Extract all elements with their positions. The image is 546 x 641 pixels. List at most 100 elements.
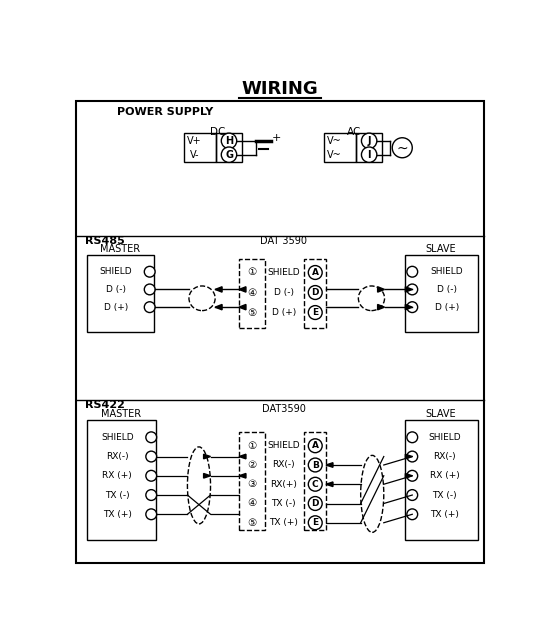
Text: DC: DC [210,126,225,137]
Circle shape [144,284,155,295]
Circle shape [308,286,322,299]
Text: D (+): D (+) [271,308,296,317]
Text: RS485: RS485 [85,236,125,246]
Circle shape [146,490,157,501]
Text: TX (-): TX (-) [432,490,457,499]
Circle shape [308,439,322,453]
Polygon shape [239,287,246,292]
Circle shape [407,451,418,462]
Circle shape [144,267,155,277]
Text: A: A [312,441,319,450]
Text: V+: V+ [187,136,201,146]
Circle shape [221,133,237,149]
Text: RX (+): RX (+) [103,471,132,480]
Polygon shape [204,474,211,478]
Polygon shape [405,454,412,459]
Polygon shape [204,454,211,459]
Polygon shape [405,474,412,478]
Circle shape [407,302,418,313]
Text: D (+): D (+) [435,303,459,312]
Text: DAT3590: DAT3590 [262,404,306,414]
Text: RX (+): RX (+) [430,471,460,480]
Bar [356,133,382,162]
Text: RX(-): RX(-) [272,460,295,469]
Circle shape [144,302,155,313]
Text: I: I [367,150,371,160]
Text: ②: ② [247,460,257,470]
Text: MASTER: MASTER [100,244,140,254]
Text: H: H [225,136,233,146]
Bar [216,133,242,162]
Circle shape [146,470,157,481]
Polygon shape [405,304,412,310]
Circle shape [407,267,418,277]
Bar [239,258,265,328]
Text: POWER SUPPLY: POWER SUPPLY [117,107,213,117]
Circle shape [361,147,377,162]
Text: C: C [312,479,318,488]
Text: SHIELD: SHIELD [268,441,300,450]
Circle shape [308,306,322,319]
Polygon shape [405,287,412,292]
Text: DAT 3590: DAT 3590 [260,236,307,246]
Circle shape [361,133,377,149]
Text: B: B [312,460,319,469]
Circle shape [308,516,322,529]
Text: MASTER: MASTER [101,409,141,419]
Text: ~: ~ [396,142,408,156]
Text: TX (+): TX (+) [103,510,132,519]
Text: J: J [367,136,371,146]
Text: D (+): D (+) [104,303,128,312]
Polygon shape [239,304,246,310]
Bar [405,254,478,332]
Text: ④: ④ [247,499,257,508]
Text: RX(-): RX(-) [434,452,456,461]
Polygon shape [378,304,384,310]
Text: E: E [312,308,318,317]
Text: TX (+): TX (+) [269,519,298,528]
Text: SHIELD: SHIELD [99,267,132,276]
Polygon shape [378,287,384,292]
Circle shape [308,497,322,510]
Polygon shape [326,482,333,487]
Text: SHIELD: SHIELD [431,267,463,276]
Bar [183,133,216,162]
Text: ④: ④ [247,288,257,297]
Text: ①: ① [247,267,257,278]
Text: WIRING: WIRING [241,80,318,98]
Bar [405,420,478,540]
Text: SLAVE: SLAVE [425,409,456,419]
Bar [324,133,356,162]
Text: D: D [312,499,319,508]
Polygon shape [239,454,246,459]
Circle shape [392,138,412,158]
Bar [87,254,155,332]
Text: SHIELD: SHIELD [428,433,461,442]
Circle shape [221,147,237,162]
Polygon shape [326,463,333,467]
Text: SLAVE: SLAVE [425,244,456,254]
Bar [239,432,265,531]
Text: V~: V~ [327,136,342,146]
Text: AC: AC [347,126,361,137]
Circle shape [407,470,418,481]
Text: SHIELD: SHIELD [268,268,300,277]
Text: ③: ③ [247,479,257,489]
Polygon shape [215,304,222,310]
Circle shape [146,451,157,462]
Text: RS422: RS422 [85,400,125,410]
Circle shape [308,458,322,472]
Text: TX (-): TX (-) [271,499,296,508]
Text: TX (+): TX (+) [430,510,459,519]
Circle shape [407,509,418,520]
Text: D (-): D (-) [274,288,294,297]
Polygon shape [215,287,222,292]
Text: ①: ① [247,441,257,451]
Bar [305,432,326,531]
Circle shape [308,265,322,279]
Polygon shape [239,474,246,478]
Text: A: A [312,268,319,277]
Text: D: D [312,288,319,297]
Text: TX (-): TX (-) [105,490,129,499]
Circle shape [407,490,418,501]
